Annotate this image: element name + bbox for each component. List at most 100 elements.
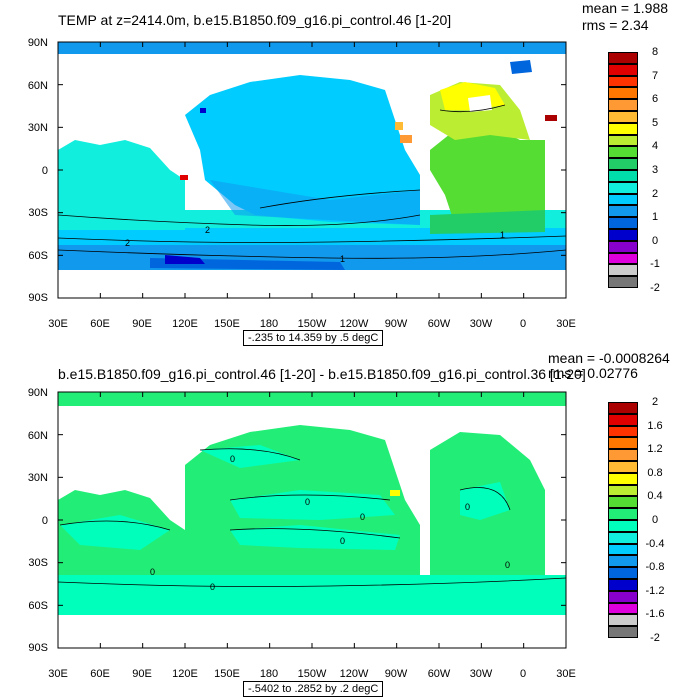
map-panel-1: TEMP at z=2414.0m, b.e15.B1850.f09_g16.p…: [27, 0, 669, 346]
lon-label: 90E: [132, 318, 152, 330]
lon-label: 180: [259, 668, 279, 680]
map-panel-2: b.e15.B1850.f09_g16.pi_control.46 [1-20]…: [0, 350, 700, 700]
colorbar-swatch: [608, 614, 638, 627]
contour-label: 0: [340, 536, 345, 546]
lon-label: 150E: [214, 318, 240, 330]
colorbar-swatch: [608, 626, 638, 638]
ocean-field: [200, 445, 300, 468]
lon-label: 90E: [132, 668, 152, 680]
range-label: -.5402 to .2852 by .2 degC: [243, 681, 384, 697]
colorbar-swatch: [608, 520, 638, 532]
lon-label: 30E: [556, 318, 576, 330]
colorbar-swatch: [608, 122, 638, 135]
ocean-field: [430, 210, 545, 234]
map-title: TEMP at z=2414.0m, b.e15.B1850.f09_g16.p…: [58, 12, 452, 28]
colorbar-label: 2: [651, 396, 659, 408]
colorbar-swatch: [608, 87, 638, 100]
colorbar-label: 1: [651, 211, 659, 224]
lat-label: 30S: [28, 207, 48, 219]
lat-label: 0: [41, 515, 48, 527]
lon-label: 0: [519, 668, 527, 680]
lon-label: 90W: [384, 318, 408, 330]
colorbar-swatch: [608, 240, 638, 253]
ocean-field: [58, 575, 566, 615]
lon-label: 0: [519, 318, 527, 330]
contour-label: 0: [360, 512, 365, 522]
lon-label: 150W: [297, 668, 327, 680]
ocean-field: [430, 125, 545, 225]
ocean-field: [460, 482, 510, 520]
map-title: b.e15.B1850.f09_g16.pi_control.46 [1-20]…: [58, 366, 586, 382]
colorbar-label: -0.4: [645, 537, 665, 550]
colorbar-swatch: [608, 146, 638, 159]
rms-value: rms = 0.02776: [548, 365, 638, 381]
lon-label: 120E: [172, 318, 198, 330]
colorbar-swatch: [608, 75, 638, 88]
colorbar-label: -1.2: [645, 584, 665, 597]
colorbar-swatch: [608, 229, 638, 241]
lon-label: 60E: [90, 668, 110, 680]
mean-value: mean = 1.988: [582, 0, 669, 16]
colorbar-swatch: [608, 111, 638, 123]
colorbar-label: 2: [651, 187, 659, 200]
lon-label: 90W: [384, 668, 408, 680]
ocean-field: [468, 95, 492, 112]
colorbar-swatch: [608, 276, 638, 288]
colorbar-swatch: [608, 567, 638, 579]
lon-label: 180: [259, 318, 279, 330]
lon-label: 30E: [556, 668, 576, 680]
colorbar-swatch: [608, 99, 638, 111]
colorbar-swatch: [608, 158, 638, 170]
colorbar-swatch: [608, 461, 638, 473]
ocean-field: [430, 432, 545, 610]
colorbar-swatch: [608, 543, 638, 556]
lat-label: 90S: [28, 642, 48, 654]
colorbar-swatch: [608, 555, 638, 568]
map-plot: 0 0 0 0 0 0 0 0: [57, 391, 567, 649]
colorbar-swatch: [608, 602, 638, 615]
colorbar-swatch: [608, 484, 638, 497]
contour-label: 0: [210, 582, 215, 592]
colorbar-swatch: [608, 531, 638, 544]
colorbar-label: 5: [651, 116, 659, 129]
lon-label: 120W: [339, 318, 369, 330]
lat-label: 0: [41, 165, 48, 177]
contour-label: 0: [465, 502, 470, 512]
map-plot: 2 2 1 1: [57, 41, 567, 299]
lon-label: 150W: [297, 318, 327, 330]
colorbar-label: -2: [650, 632, 660, 644]
colorbar-swatch: [608, 437, 638, 450]
contour-label: 1: [340, 254, 345, 264]
ocean-field: [58, 140, 185, 230]
colorbar-label: 0: [651, 234, 659, 247]
lat-label: 90N: [27, 37, 48, 49]
lat-label: 60N: [27, 430, 48, 442]
colorbar-swatch: [608, 590, 638, 603]
lat-label: 90S: [28, 292, 48, 304]
colorbar-swatch: [608, 413, 638, 426]
contour-label: 0: [150, 567, 155, 577]
lon-label: 60E: [90, 318, 110, 330]
colorbar-label: 0.8: [647, 466, 663, 479]
ocean-field: [230, 525, 400, 550]
lon-label: 30W: [469, 318, 493, 330]
lon-label: 120W: [339, 668, 369, 680]
colorbar-swatch: [608, 63, 638, 76]
lat-label: 30S: [28, 557, 48, 569]
colorbar-label: 0.4: [647, 490, 663, 503]
colorbar-label: 4: [651, 140, 659, 153]
lat-label: 60S: [28, 250, 48, 262]
colorbar-swatch: [608, 264, 638, 277]
colorbar-swatch: [608, 181, 638, 194]
contour-label: 0: [305, 497, 310, 507]
ocean-field: [230, 490, 395, 520]
colorbar-swatch: [608, 52, 638, 64]
lat-label: 30N: [27, 472, 48, 484]
colorbar-label: -1.6: [645, 608, 665, 621]
mean-value: mean = -0.0008264: [548, 350, 670, 366]
lat-label: 90N: [27, 387, 48, 399]
colorbar-swatch: [608, 252, 638, 265]
lon-label: 150E: [214, 668, 240, 680]
colorbar-swatch: [608, 402, 638, 414]
lon-label: 30E: [48, 318, 68, 330]
